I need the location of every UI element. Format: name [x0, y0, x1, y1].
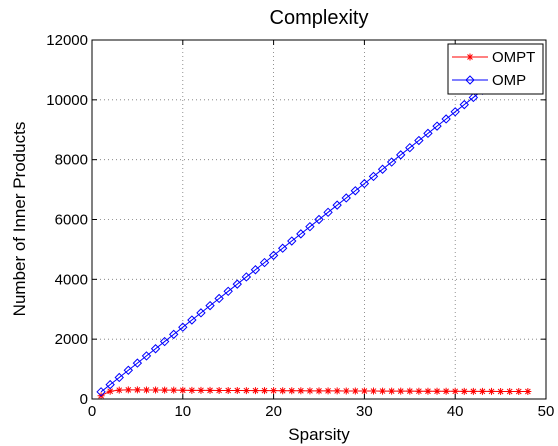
data-point-ompt [470, 388, 477, 395]
data-point-ompt [406, 388, 413, 395]
y-tick-label: 6000 [55, 212, 88, 229]
data-point-ompt [352, 387, 359, 394]
data-point-ompt [497, 388, 504, 395]
x-tick-label: 30 [356, 403, 373, 420]
y-tick-label: 10000 [46, 92, 88, 109]
data-point-ompt [243, 387, 250, 394]
data-point-ompt [443, 388, 450, 395]
data-point-ompt [515, 388, 522, 395]
x-tick-label: 50 [538, 403, 555, 420]
data-point-ompt [207, 387, 214, 394]
y-axis-label: Number of Inner Products [10, 122, 29, 317]
data-point-ompt [270, 387, 277, 394]
data-point-ompt [143, 387, 150, 394]
data-point-ompt [506, 388, 513, 395]
data-point-ompt [297, 387, 304, 394]
data-point-ompt [434, 388, 441, 395]
data-point-ompt [424, 388, 431, 395]
data-point-ompt [388, 388, 395, 395]
y-tick-label: 0 [80, 391, 88, 408]
data-point-ompt [261, 387, 268, 394]
data-point-ompt [134, 386, 141, 393]
data-point-ompt [524, 388, 531, 395]
data-point-ompt [488, 388, 495, 395]
data-point-ompt [479, 388, 486, 395]
x-tick-label: 10 [174, 403, 191, 420]
data-point-ompt [197, 387, 204, 394]
data-point-ompt [125, 386, 132, 393]
data-point-ompt [325, 387, 332, 394]
y-tick-label: 2000 [55, 331, 88, 348]
data-point-ompt [188, 387, 195, 394]
x-axis-label: Sparsity [288, 425, 350, 444]
data-point-ompt [288, 387, 295, 394]
legend-label: OMPT [492, 49, 535, 66]
data-point-ompt [343, 387, 350, 394]
data-point-ompt [370, 388, 377, 395]
data-point-ompt [152, 387, 159, 394]
data-point-ompt [379, 388, 386, 395]
data-point-ompt [452, 388, 459, 395]
x-tick-label: 40 [447, 403, 464, 420]
y-tick-label: 12000 [46, 32, 88, 49]
chart-title: Complexity [270, 7, 369, 29]
data-point-ompt [361, 388, 368, 395]
data-point-ompt [116, 387, 123, 394]
data-point-ompt [225, 387, 232, 394]
data-point-ompt [306, 387, 313, 394]
y-tick-label: 8000 [55, 152, 88, 169]
data-point-ompt [216, 387, 223, 394]
data-point-ompt [316, 387, 323, 394]
data-point-ompt [161, 387, 168, 394]
data-point-ompt [397, 388, 404, 395]
data-point-ompt [179, 387, 186, 394]
data-point-ompt [461, 388, 468, 395]
legend-swatch-marker [467, 54, 474, 61]
data-point-ompt [415, 388, 422, 395]
x-tick-label: 0 [88, 403, 96, 420]
legend-label: OMP [492, 72, 526, 89]
data-point-ompt [252, 387, 259, 394]
data-point-ompt [334, 387, 341, 394]
data-point-ompt [279, 387, 286, 394]
y-tick-label: 4000 [55, 271, 88, 288]
x-tick-label: 20 [265, 403, 282, 420]
data-point-ompt [170, 387, 177, 394]
legend[interactable]: OMPT OMP [448, 44, 543, 94]
data-point-ompt [234, 387, 241, 394]
